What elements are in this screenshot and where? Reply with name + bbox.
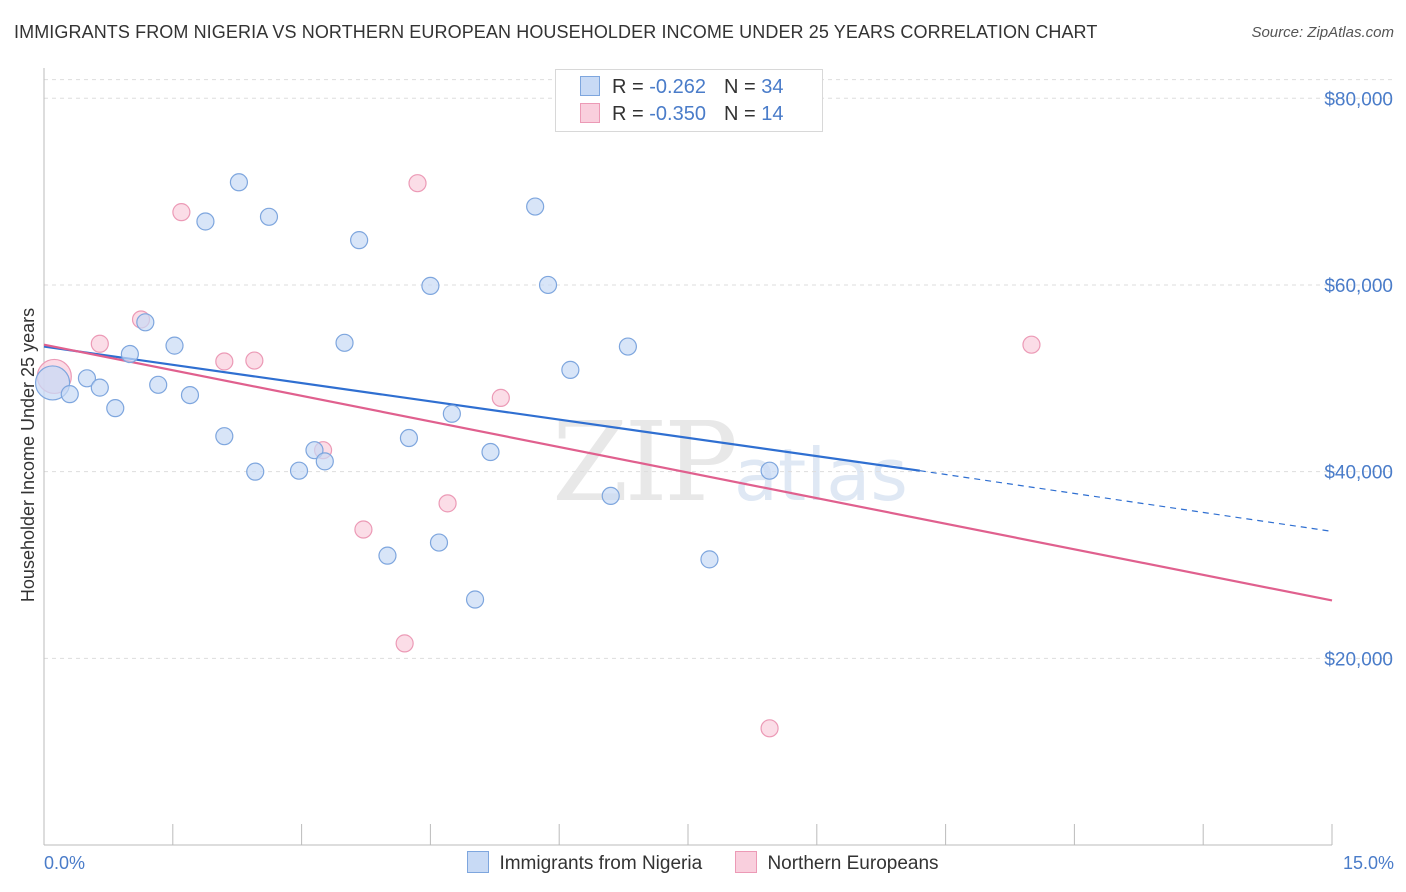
series-label-northern: Northern Europeans bbox=[767, 853, 939, 874]
legend-row-northern: R = -0.350 N = 14 bbox=[580, 103, 783, 127]
y-axis-label: Householder Income Under 25 years bbox=[18, 308, 38, 602]
point-nigeria bbox=[601, 486, 620, 506]
point-northern bbox=[90, 334, 109, 353]
watermark: ZIPatlas bbox=[552, 398, 908, 526]
legend-r-label: R = bbox=[612, 103, 650, 125]
point-nigeria bbox=[335, 333, 354, 352]
point-nigeria bbox=[618, 337, 637, 356]
point-nigeria bbox=[421, 276, 440, 295]
x-tick-label-max: 15.0% bbox=[1343, 853, 1394, 873]
legend-r-label: R = bbox=[612, 76, 650, 98]
point-northern bbox=[491, 388, 510, 407]
point-northern bbox=[408, 174, 427, 193]
point-northern bbox=[245, 351, 264, 370]
legend-n-label: N = bbox=[723, 103, 762, 125]
series-label-nigeria: Immigrants from Nigeria bbox=[499, 853, 703, 874]
series-legend-item-nigeria: Immigrants from Nigeria bbox=[467, 851, 702, 875]
point-nigeria bbox=[481, 442, 500, 462]
trend-line-nigeria bbox=[43, 345, 920, 472]
x-tick-label-min: 0.0% bbox=[44, 853, 85, 873]
point-nigeria bbox=[538, 275, 558, 295]
point-nigeria bbox=[760, 461, 779, 480]
series-swatch-northern bbox=[735, 851, 758, 873]
y-tick-label: $60,000 bbox=[1324, 276, 1393, 297]
y-tick-label: $20,000 bbox=[1324, 649, 1393, 670]
series-legend: Immigrants from Nigeria Northern Europea… bbox=[0, 851, 1406, 875]
data-points bbox=[34, 173, 1041, 738]
point-nigeria bbox=[700, 550, 719, 569]
trend-lines bbox=[43, 343, 1333, 602]
point-nigeria bbox=[165, 336, 184, 355]
chart-source: Source: ZipAtlas.com bbox=[1251, 24, 1394, 41]
point-nigeria bbox=[315, 452, 334, 471]
y-tick-label: $40,000 bbox=[1324, 463, 1393, 484]
legend-r-value: -0.350 bbox=[649, 103, 706, 125]
chart-title: IMMIGRANTS FROM NIGERIA VS NORTHERN EURO… bbox=[14, 22, 1098, 42]
legend-n-value: 34 bbox=[761, 76, 784, 98]
point-nigeria bbox=[259, 207, 279, 226]
series-legend-item-northern: Northern Europeans bbox=[735, 851, 939, 875]
point-nigeria bbox=[180, 385, 200, 405]
trend-line-nigeria-extension bbox=[919, 470, 1333, 532]
point-northern bbox=[760, 719, 779, 738]
point-nigeria bbox=[378, 546, 397, 565]
point-nigeria bbox=[561, 360, 580, 379]
watermark-zip: ZIP bbox=[552, 398, 738, 526]
correlation-legend: R = -0.262 N = 34 R = -0.350 N = 14 bbox=[555, 69, 823, 132]
point-nigeria bbox=[526, 197, 545, 216]
point-nigeria bbox=[215, 427, 234, 446]
point-northern bbox=[172, 203, 191, 222]
point-nigeria bbox=[246, 462, 265, 481]
point-northern bbox=[1022, 335, 1041, 354]
point-northern bbox=[354, 520, 373, 539]
point-nigeria bbox=[350, 231, 369, 250]
point-nigeria bbox=[442, 404, 461, 423]
point-nigeria bbox=[289, 461, 309, 480]
point-nigeria bbox=[429, 533, 449, 552]
point-nigeria bbox=[399, 428, 419, 448]
x-ticks bbox=[172, 824, 1333, 845]
point-nigeria bbox=[106, 399, 125, 418]
point-nigeria bbox=[465, 590, 485, 609]
point-northern bbox=[438, 494, 457, 513]
series-swatch-nigeria bbox=[467, 851, 490, 873]
point-nigeria bbox=[196, 212, 215, 231]
legend-swatch-nigeria bbox=[580, 76, 600, 96]
point-nigeria bbox=[149, 375, 168, 394]
point-nigeria bbox=[229, 173, 249, 192]
point-nigeria bbox=[60, 385, 79, 404]
legend-n-value: 14 bbox=[761, 103, 784, 125]
point-nigeria bbox=[305, 441, 324, 460]
point-nigeria bbox=[136, 313, 155, 332]
trend-line-northern bbox=[43, 343, 1333, 602]
legend-r-value: -0.262 bbox=[649, 76, 706, 98]
point-nigeria bbox=[77, 369, 97, 388]
point-northern bbox=[395, 634, 414, 653]
legend-n-label: N = bbox=[723, 76, 762, 98]
point-nigeria bbox=[120, 344, 139, 364]
legend-row-nigeria: R = -0.262 N = 34 bbox=[580, 76, 783, 100]
legend-swatch-northern bbox=[580, 103, 600, 123]
point-northern bbox=[215, 352, 234, 371]
y-tick-label: $80,000 bbox=[1324, 89, 1393, 110]
point-nigeria bbox=[90, 378, 109, 397]
y-tick-labels: $20,000 $40,000 $60,000 $80,000 bbox=[1324, 89, 1393, 670]
